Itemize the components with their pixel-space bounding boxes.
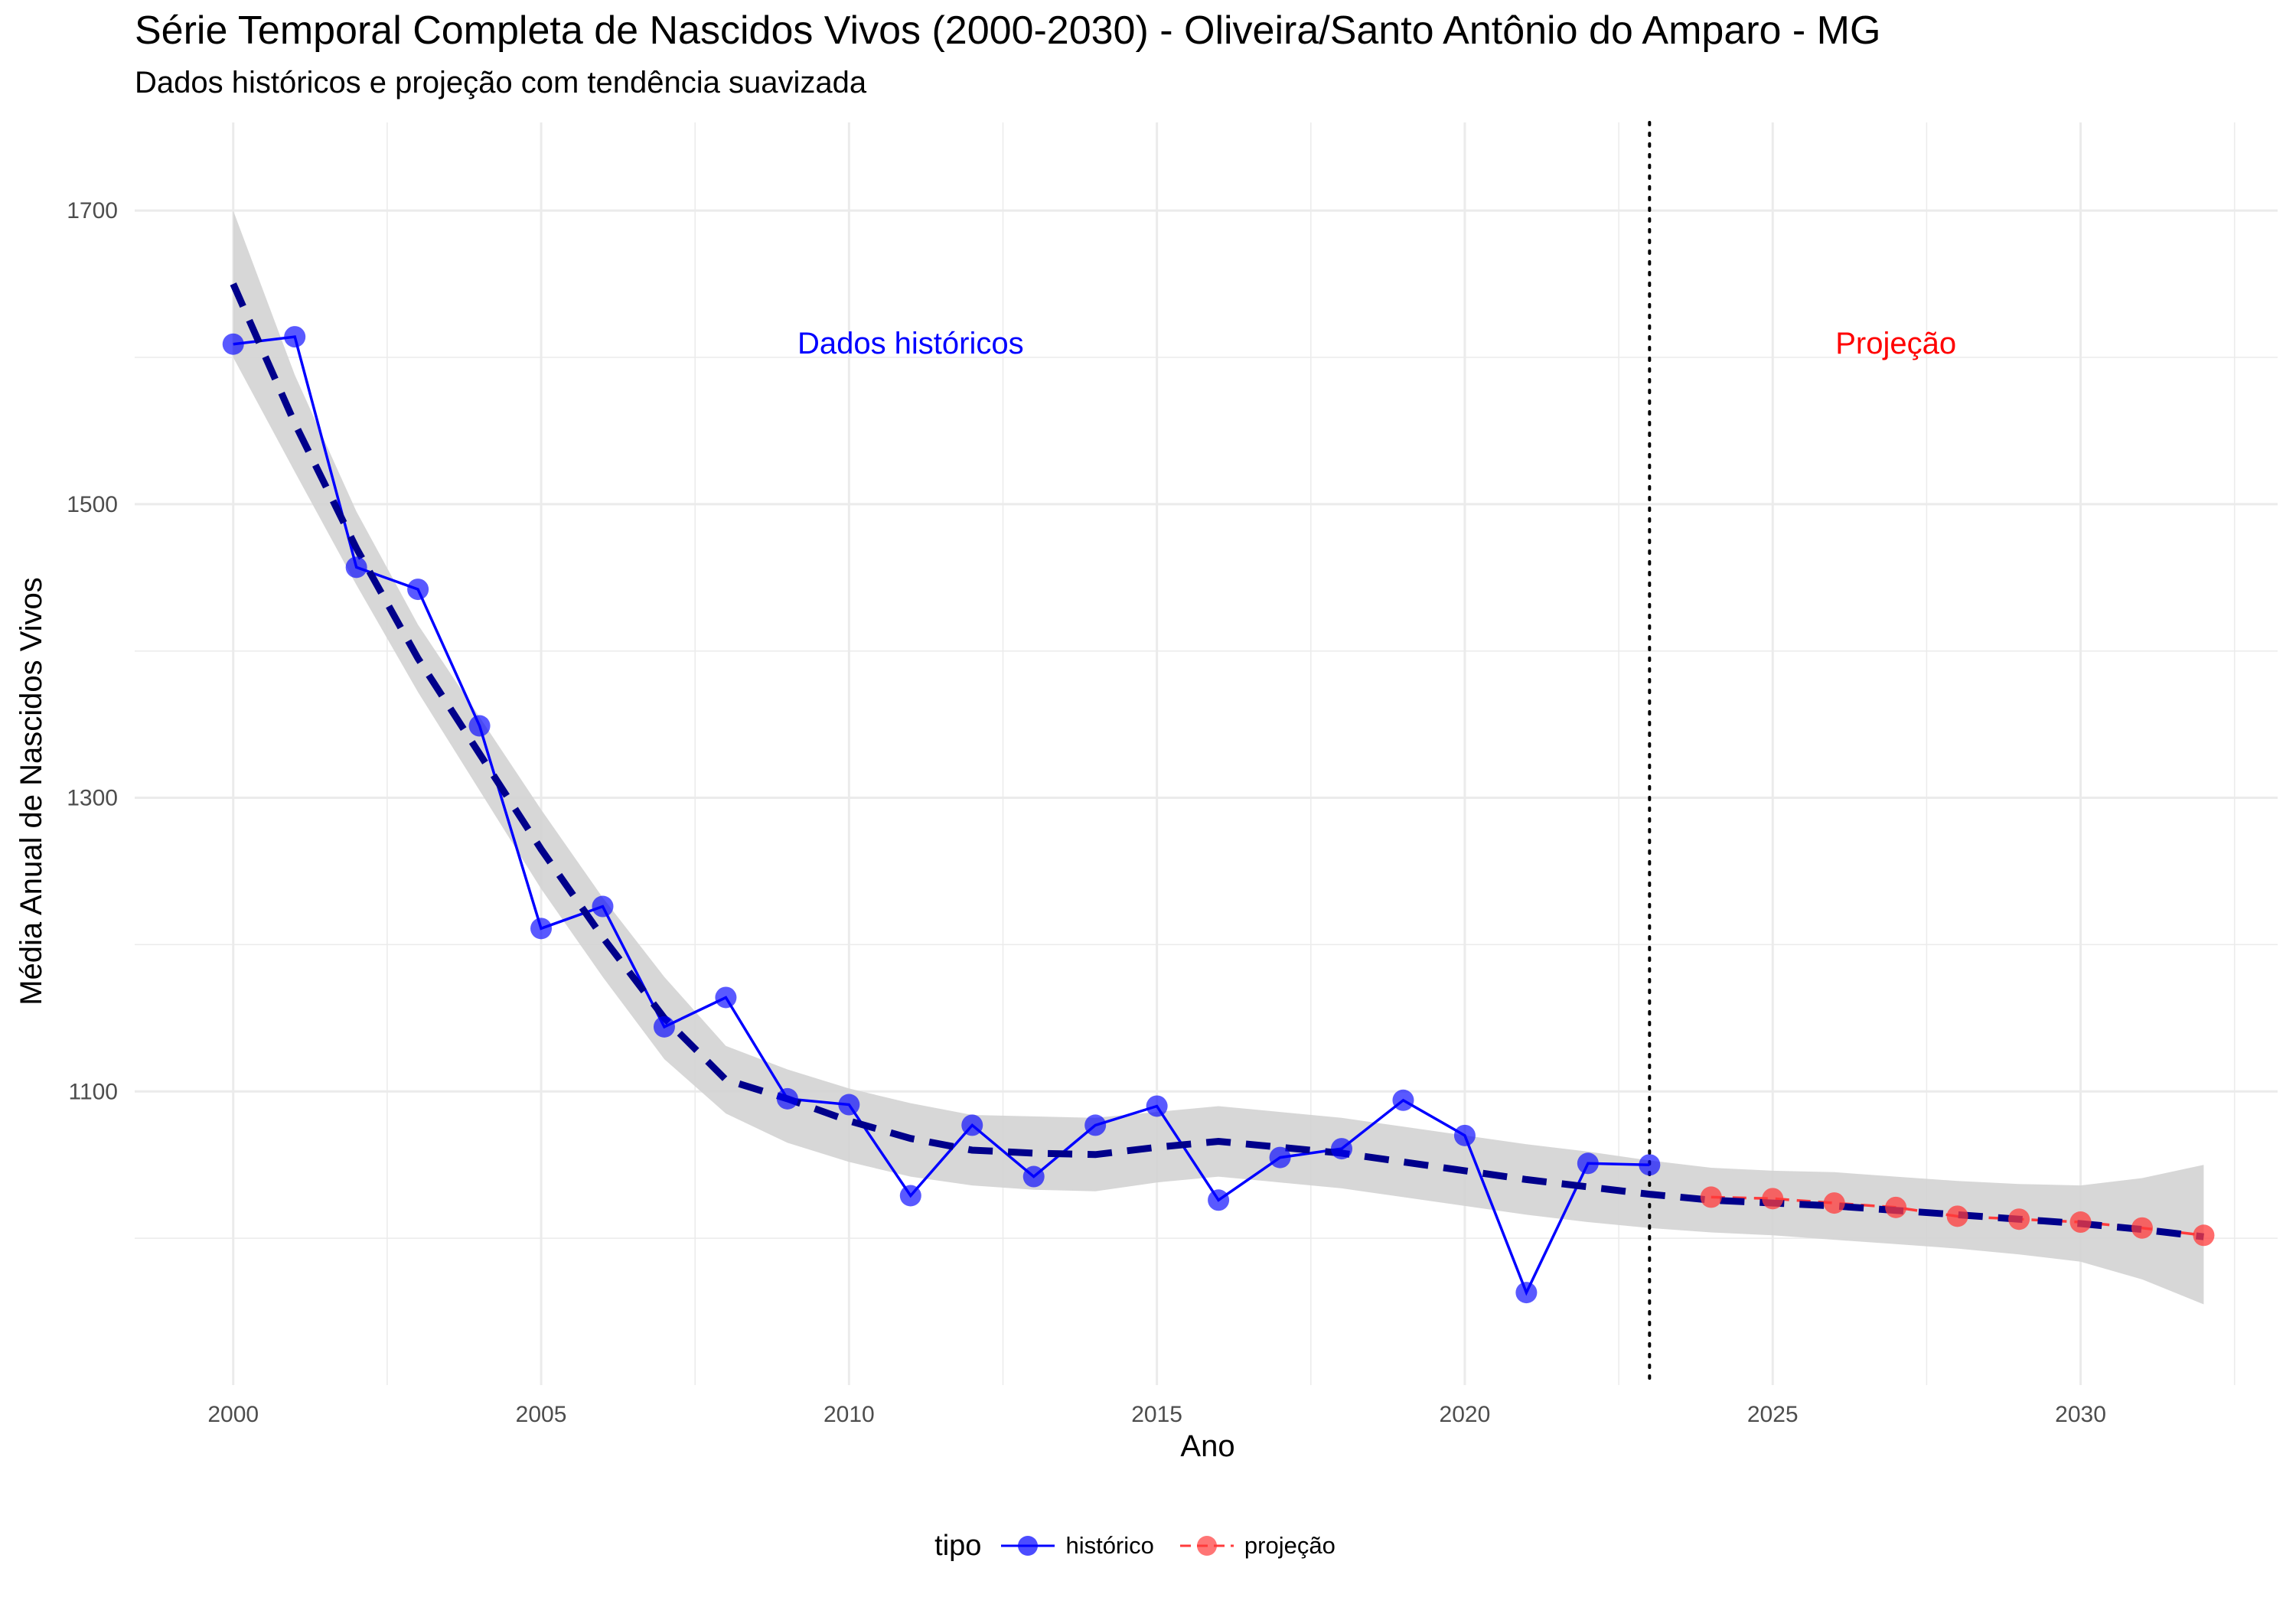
legend-item-projecao: projeção <box>1179 1530 1336 1561</box>
confidence-band <box>233 210 2204 1305</box>
confidence-band-area <box>233 210 2204 1305</box>
x-tick-label: 2005 <box>516 1402 567 1427</box>
point-historico <box>715 986 737 1009</box>
point-historico <box>222 333 244 355</box>
x-tick-label: 2015 <box>1131 1402 1182 1427</box>
point-historico <box>776 1087 798 1110</box>
point-historico <box>468 715 491 737</box>
point-projecao <box>2069 1211 2092 1234</box>
legend-key-projecao <box>1179 1536 1234 1556</box>
x-tick-label: 2000 <box>207 1402 259 1427</box>
point-historico <box>1022 1165 1045 1188</box>
point-historico <box>961 1114 983 1136</box>
x-tick-label: 2025 <box>1747 1402 1799 1427</box>
y-tick-label: 1700 <box>67 198 118 223</box>
legend-title: tipo <box>934 1529 982 1562</box>
legend-item-historico: histórico <box>1001 1530 1154 1561</box>
y-tick-label: 1300 <box>67 786 118 811</box>
chart-subtitle: Dados históricos e projeção com tendênci… <box>135 66 867 99</box>
point-historico <box>1639 1154 1661 1176</box>
series-line-historico <box>233 335 1650 1296</box>
point-projecao <box>1762 1188 1784 1210</box>
point-projecao <box>2131 1217 2153 1239</box>
point-historico <box>653 1015 675 1038</box>
y-tick-labels: 1100 1300 1500 1700 <box>67 198 118 1104</box>
y-tick-label: 1500 <box>67 492 118 517</box>
point-projecao <box>1946 1205 1968 1227</box>
x-axis-title: Ano <box>1180 1429 1234 1463</box>
x-tick-labels: 2000 2005 2010 2015 2020 2025 2030 <box>207 1402 2106 1427</box>
point-historico <box>1392 1089 1414 1111</box>
legend-label-projecao: projeção <box>1244 1532 1336 1559</box>
legend: tipo histórico projeção <box>0 1523 2296 1569</box>
point-historico <box>1577 1152 1599 1175</box>
point-historico <box>1269 1146 1291 1169</box>
point-historico <box>1146 1095 1168 1117</box>
annotation-label: Dados históricos <box>797 327 1024 360</box>
point-projecao <box>1885 1196 1907 1218</box>
point-historico <box>530 918 553 940</box>
point-historico <box>1331 1138 1353 1160</box>
point-projecao <box>1823 1192 1845 1214</box>
point-historico <box>1515 1282 1538 1304</box>
point-historico <box>1084 1114 1107 1136</box>
point-historico <box>1453 1124 1476 1146</box>
trend-line-group <box>230 282 2204 1240</box>
point-historico <box>407 579 429 601</box>
data-points <box>222 326 2215 1304</box>
y-axis-title: Média Anual de Nascidos Vivos <box>15 577 48 1006</box>
point-projecao <box>2193 1224 2215 1247</box>
legend-key-historico <box>1001 1536 1055 1556</box>
point-historico <box>592 895 614 918</box>
trend-line <box>230 282 2204 1240</box>
point-historico <box>345 556 367 579</box>
point-historico <box>1208 1189 1230 1211</box>
x-tick-label: 2030 <box>2055 1402 2106 1427</box>
x-tick-label: 2010 <box>823 1402 875 1427</box>
point-historico <box>838 1094 860 1116</box>
point-projecao <box>2008 1208 2030 1231</box>
y-tick-label: 1100 <box>68 1079 118 1104</box>
point-historico <box>284 326 306 348</box>
chart-title: Série Temporal Completa de Nascidos Vivo… <box>135 8 1881 53</box>
legend-label-historico: histórico <box>1065 1532 1154 1559</box>
point-projecao <box>1700 1186 1722 1208</box>
point-historico <box>899 1185 921 1207</box>
x-tick-label: 2020 <box>1440 1402 1491 1427</box>
annotation-label: Projeção <box>1835 327 1956 360</box>
annotations: Dados históricos Projeção <box>797 327 1956 360</box>
